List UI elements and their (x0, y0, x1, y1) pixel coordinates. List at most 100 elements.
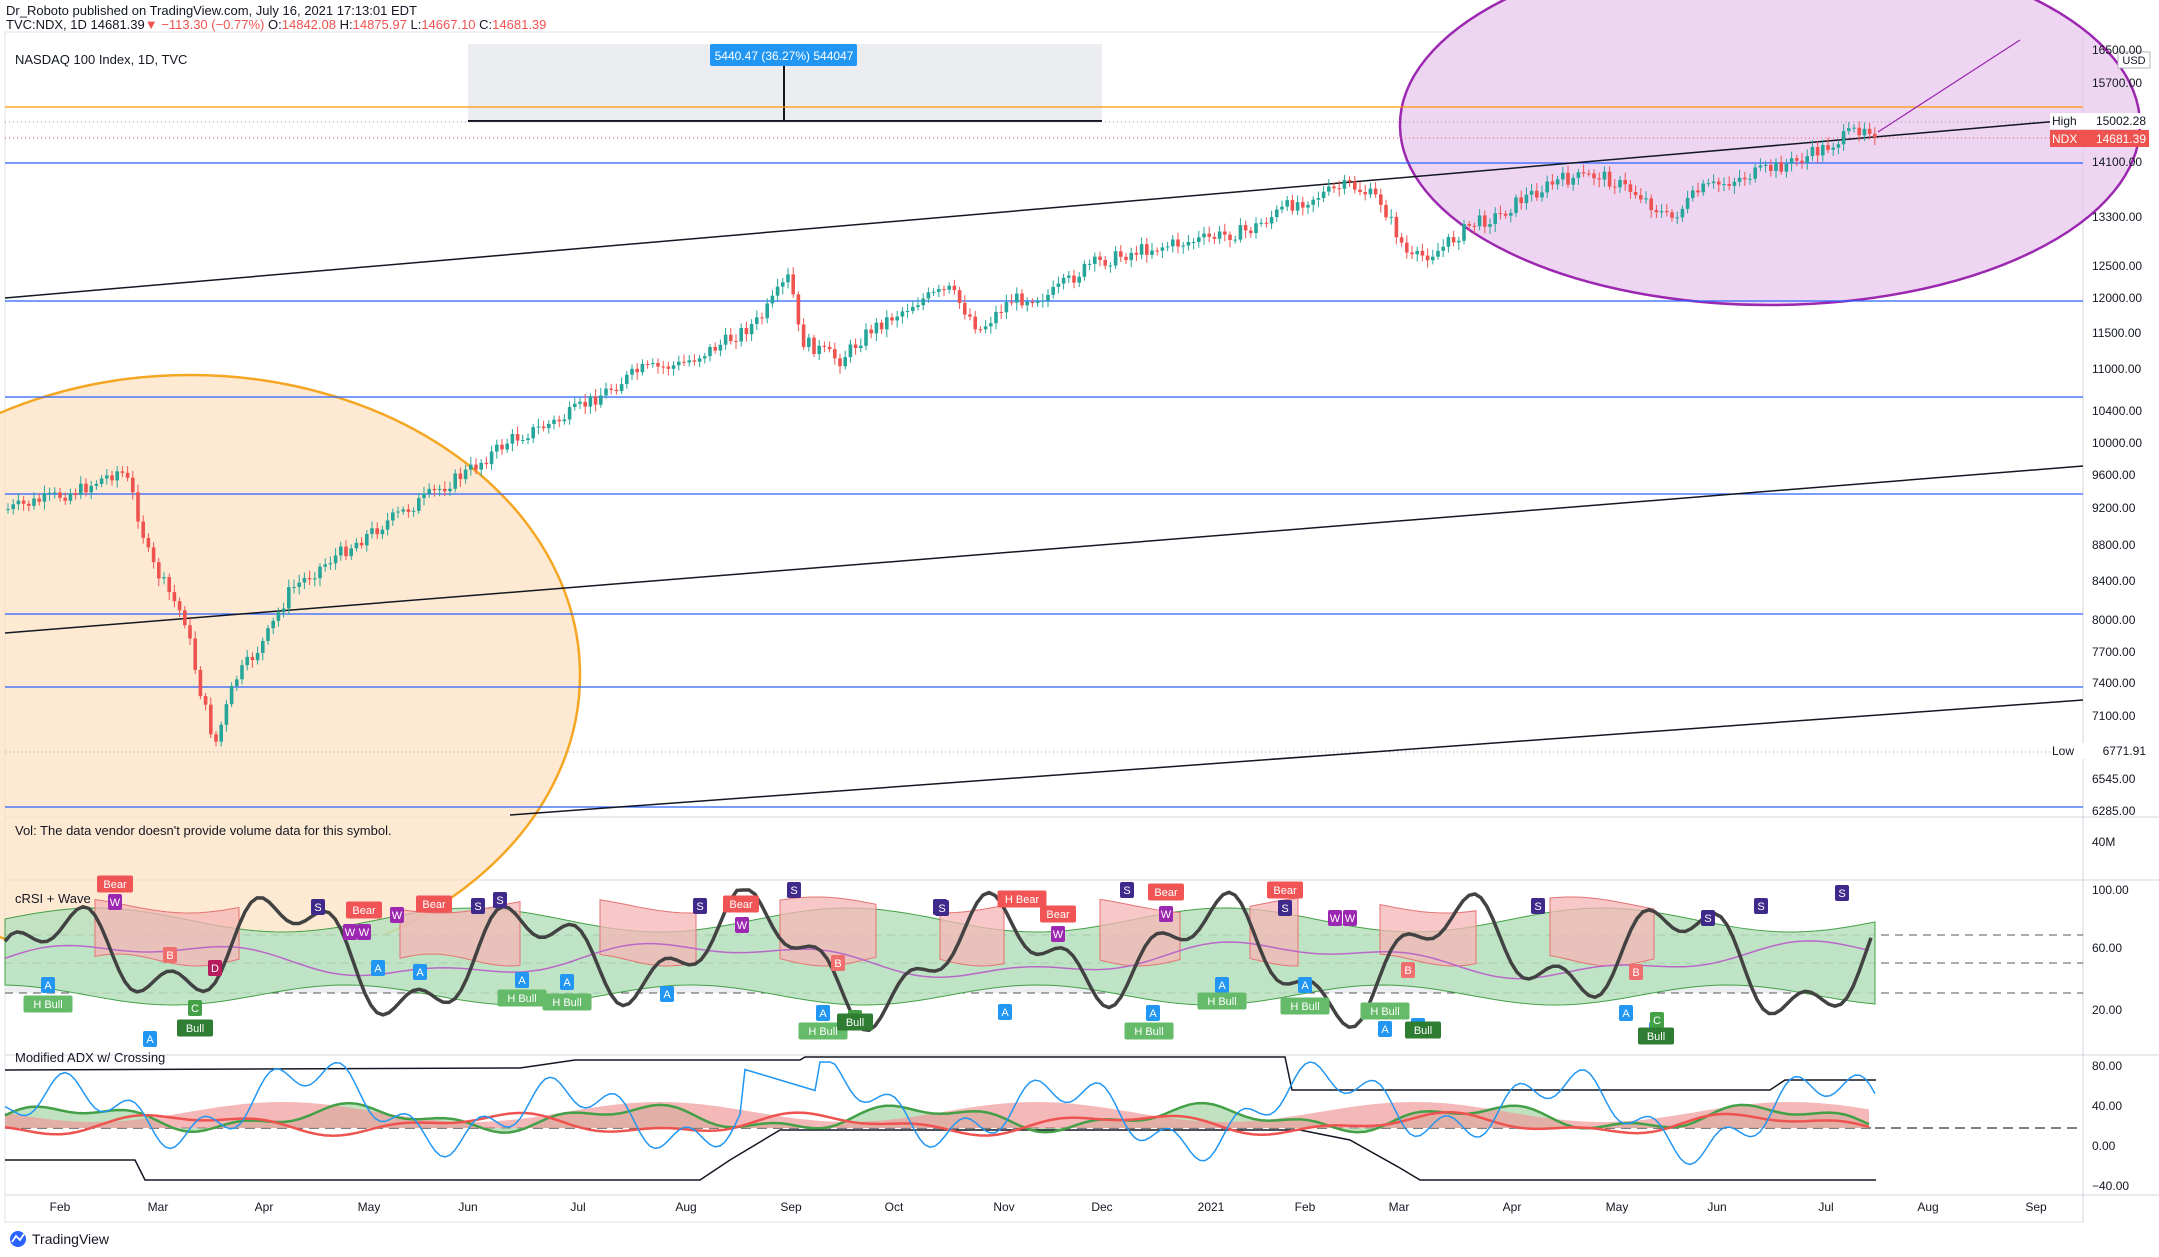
candle-body (1862, 128, 1867, 136)
projection-line[interactable] (1877, 39, 2021, 133)
candle-body (1217, 231, 1222, 239)
time-tick: Sep (2025, 1200, 2047, 1214)
candle-body (703, 356, 707, 359)
price-tick: 12000.00 (2092, 291, 2142, 305)
candle-body (838, 358, 842, 367)
candle-body (1249, 230, 1253, 234)
candle-body (1493, 213, 1497, 225)
main-pane-title: NASDAQ 100 Index, 1D, TVC (15, 52, 187, 67)
candle-body (687, 360, 691, 363)
crsi-label-a: A (1001, 1007, 1009, 1019)
crsi-label-bear: Bear (422, 899, 446, 911)
candle-body (755, 317, 759, 325)
trendline-lower[interactable] (509, 699, 2084, 816)
trend-lines[interactable] (4, 39, 2084, 816)
candle-body (1581, 172, 1586, 174)
price-tick: 8400.00 (2092, 574, 2136, 588)
crsi-label-d: D (211, 963, 219, 975)
adx-tick-0: 0.00 (2092, 1139, 2116, 1153)
candle-body (619, 384, 624, 392)
purple-ellipse-drawing[interactable] (1398, 0, 2142, 307)
crsi-label-s: S (790, 885, 797, 897)
crsi-label-badge (493, 892, 507, 908)
candle-body (1769, 164, 1773, 172)
candle-body (1441, 246, 1445, 251)
candle-body (1696, 190, 1700, 193)
candle-body (1784, 163, 1789, 172)
crsi-label-badge (1051, 926, 1065, 942)
candle-body (916, 305, 920, 307)
candle-body (869, 329, 873, 334)
candle-body (1529, 190, 1534, 195)
candle-body (682, 361, 686, 363)
candle-body (1483, 215, 1487, 227)
candle-body (1613, 186, 1617, 188)
time-axis[interactable]: Feb Mar Apr May Jun Jul Aug Sep Oct Nov Dec 2021 Feb… (50, 1200, 2047, 1214)
candle-body (141, 521, 145, 538)
candle-body (183, 610, 187, 626)
orange-ellipse-drawing[interactable] (0, 373, 582, 977)
crsi-label-badge (542, 993, 592, 1011)
candle-body (1223, 231, 1227, 235)
candle-body (578, 401, 582, 404)
candle-body (1405, 242, 1409, 253)
candle-body (1659, 211, 1664, 213)
symbol-ohlc-line: TVC:NDX, 1D 14681.39▼ −113.30 (−0.77%) O… (6, 17, 546, 32)
adx-pane[interactable] (4, 1056, 2083, 1181)
price-tick: 9600.00 (2092, 468, 2136, 482)
currency-badge[interactable] (2117, 51, 2151, 69)
candle-body (1269, 217, 1274, 224)
candle-body (1665, 211, 1669, 213)
trendline-middle[interactable] (4, 465, 2084, 634)
candle-body (645, 363, 650, 365)
crsi-label-a: A (1622, 1008, 1630, 1020)
price-tick: 12500.00 (2092, 259, 2142, 273)
candle-body (1706, 183, 1711, 185)
candle-body (822, 345, 827, 347)
crsi-tick-60: 60.00 (2092, 941, 2122, 955)
price-tick: 7700.00 (2092, 645, 2136, 659)
candle-body (1867, 128, 1872, 134)
candle-body (677, 361, 681, 366)
candle-body (630, 368, 634, 375)
candle-body (1514, 197, 1518, 214)
crsi-label-badge (343, 924, 357, 940)
candle-body (1680, 208, 1685, 218)
trendline-upper[interactable] (4, 118, 2084, 299)
candle-body (365, 533, 369, 546)
price-tick: 8000.00 (2092, 613, 2136, 627)
horizontal-levels[interactable] (5, 106, 2083, 808)
candle-body (1207, 233, 1211, 237)
crsi-label-w: W (1330, 913, 1341, 925)
candle-body (240, 665, 244, 680)
adx-tick-80: 80.00 (2092, 1059, 2122, 1073)
candle-body (453, 473, 457, 489)
time-tick: May (1606, 1200, 1629, 1214)
candle-body (1035, 300, 1040, 304)
price-axis[interactable]: 16500.00 15700.00 14100.00 13300.00 12500.00… (2092, 43, 2142, 818)
crsi-label-badge (935, 900, 949, 916)
crsi-label-badge (787, 882, 801, 898)
candle-body (151, 547, 156, 563)
candle-body (1015, 293, 1019, 303)
candle-body (1857, 127, 1861, 136)
candle-body (1056, 283, 1061, 287)
candle-body (947, 285, 951, 290)
candle-body (448, 488, 452, 492)
candle-body (1347, 179, 1352, 182)
candle-body (1332, 186, 1336, 189)
candle-body (536, 426, 541, 428)
candle-body (203, 696, 208, 705)
crsi-label-a: A (1381, 1024, 1389, 1036)
candle-body (1410, 252, 1414, 255)
open-label: O: (268, 17, 282, 32)
candle-body (469, 464, 473, 470)
crsi-label-b: B (166, 950, 173, 962)
crsi-label-a: A (374, 963, 382, 975)
crsi-label-w: W (1345, 913, 1356, 925)
symbol-label[interactable]: TVC:NDX, 1D (6, 17, 87, 32)
candle-body (406, 509, 411, 512)
